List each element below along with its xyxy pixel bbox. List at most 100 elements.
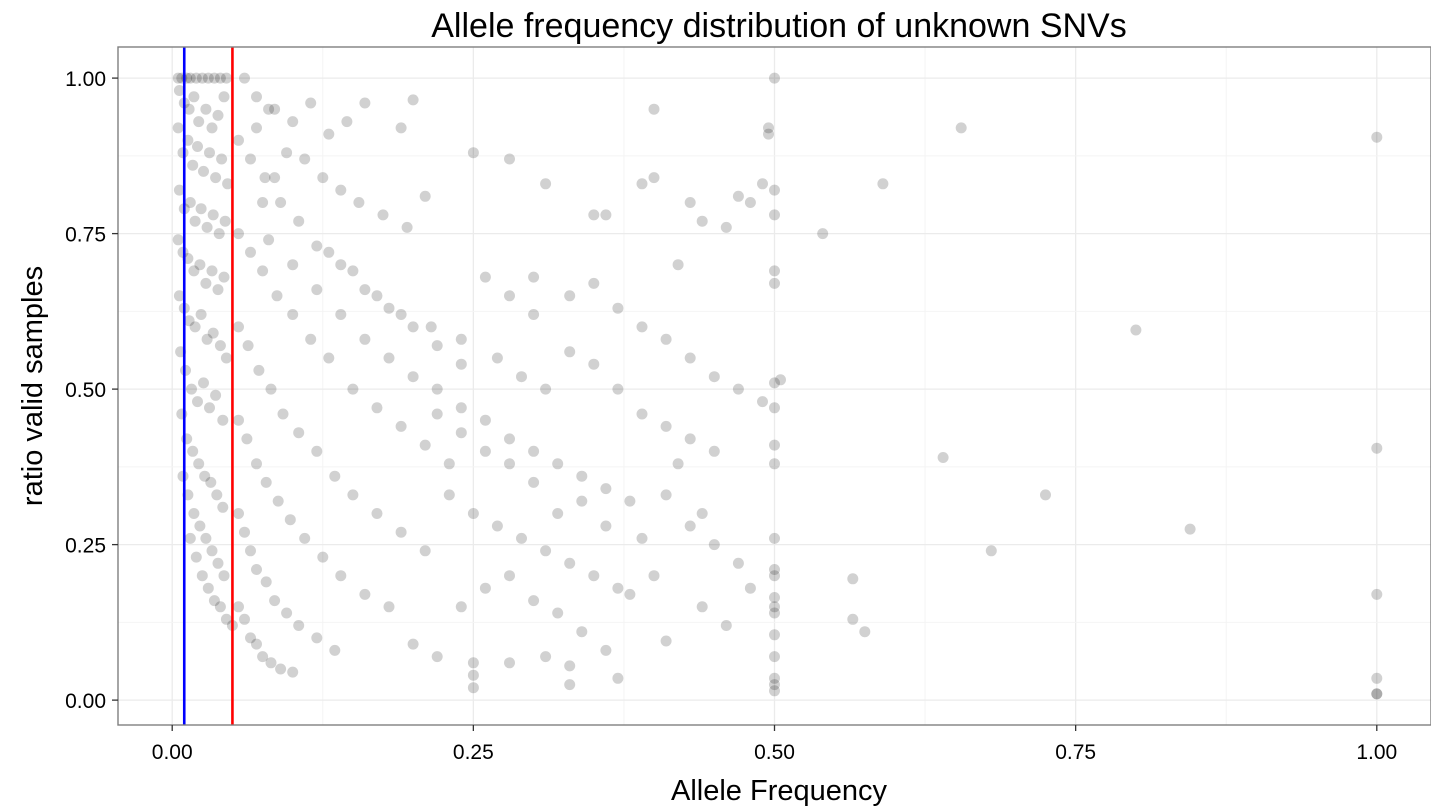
data-point: [204, 147, 215, 159]
data-point: [200, 532, 212, 544]
data-point: [220, 613, 232, 625]
data-point: [269, 103, 281, 115]
data-point: [265, 383, 277, 395]
data-point: [257, 651, 269, 663]
data-point: [431, 408, 443, 420]
data-point: [242, 340, 254, 352]
data-point: [323, 352, 335, 364]
data-point: [208, 72, 220, 84]
x-tick-label: 1.00: [1356, 741, 1397, 764]
data-point: [684, 352, 696, 364]
data-point: [769, 685, 780, 697]
data-point: [189, 321, 201, 333]
data-point: [877, 178, 889, 190]
data-point: [540, 178, 552, 190]
data-point: [233, 508, 244, 519]
data-point: [193, 116, 205, 128]
data-point: [708, 539, 720, 551]
data-point: [636, 321, 648, 333]
data-point: [732, 190, 744, 202]
data-point: [335, 309, 347, 320]
data-point: [732, 383, 744, 395]
data-point: [528, 445, 540, 457]
data-point: [937, 452, 949, 463]
data-point: [504, 433, 515, 445]
data-point: [859, 626, 871, 638]
data-point: [188, 91, 200, 103]
data-point: [696, 215, 708, 227]
data-point: [335, 259, 347, 271]
data-point: [260, 576, 272, 588]
data-point: [311, 632, 323, 644]
data-point: [206, 122, 218, 134]
data-point: [708, 371, 720, 383]
data-point: [193, 458, 205, 470]
data-point: [516, 371, 527, 383]
data-point: [210, 172, 222, 184]
data-point: [479, 414, 491, 426]
data-point: [425, 321, 437, 333]
data-point: [200, 277, 212, 289]
data-point: [260, 476, 272, 488]
data-point: [769, 570, 780, 582]
data-point: [251, 564, 262, 575]
data-point: [769, 402, 780, 414]
data-point: [455, 601, 467, 613]
data-point: [173, 184, 185, 196]
data-point: [311, 445, 323, 457]
data-point: [311, 240, 323, 252]
data-point: [648, 172, 660, 184]
data-point: [253, 364, 265, 376]
data-point: [239, 526, 250, 538]
data-point: [769, 532, 780, 544]
data-point: [612, 672, 624, 684]
data-point: [955, 122, 967, 134]
data-point: [407, 321, 419, 333]
data-point: [220, 72, 232, 84]
data-point: [660, 420, 672, 432]
x-axis-ticks: 0.00 0.25 0.50 0.75 1.00: [152, 725, 1397, 764]
data-point: [192, 396, 203, 408]
data-point: [184, 197, 196, 208]
data-point: [443, 458, 455, 470]
data-point: [173, 85, 185, 96]
data-point: [540, 545, 552, 557]
data-point: [218, 91, 230, 103]
data-point: [275, 197, 287, 208]
data-point: [212, 109, 224, 121]
data-point: [600, 644, 612, 656]
data-point: [407, 638, 419, 650]
data-point: [195, 203, 207, 215]
data-point: [189, 215, 201, 227]
data-point: [211, 489, 223, 501]
data-point: [311, 284, 323, 296]
data-point: [504, 153, 515, 165]
data-point: [769, 184, 780, 196]
data-point: [612, 383, 624, 395]
data-point: [281, 147, 293, 159]
data-point: [588, 277, 600, 289]
data-point: [269, 172, 281, 184]
data-point: [636, 178, 648, 190]
data-point: [201, 333, 213, 345]
data-point: [744, 197, 756, 208]
data-point: [214, 72, 226, 84]
data-point: [293, 215, 305, 227]
data-point: [383, 302, 395, 314]
data-point: [233, 414, 244, 426]
data-point: [259, 172, 271, 184]
data-point: [1371, 672, 1383, 684]
data-point: [183, 103, 195, 115]
data-point: [540, 651, 552, 663]
data-point: [636, 532, 648, 544]
data-point: [293, 427, 305, 439]
data-point: [552, 458, 564, 470]
x-tick-label: 0.25: [453, 741, 494, 764]
data-point: [684, 433, 696, 445]
data-point: [431, 340, 443, 352]
data-point: [612, 302, 624, 314]
data-point: [208, 595, 220, 607]
data-point: [200, 103, 212, 115]
data-point: [769, 458, 780, 470]
data-point: [648, 103, 660, 115]
